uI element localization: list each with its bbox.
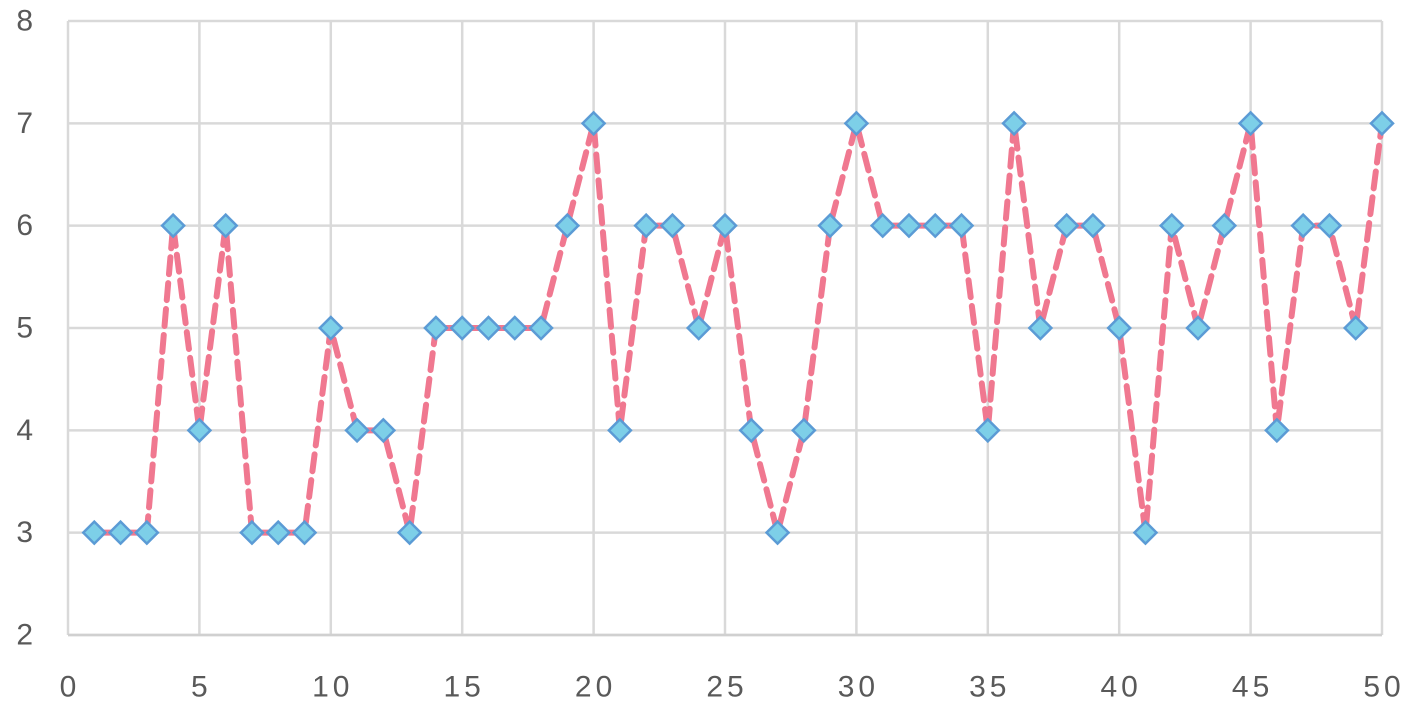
data-point — [81, 519, 108, 546]
data-point — [817, 212, 843, 239]
data-point — [607, 417, 633, 444]
data-point — [186, 417, 213, 444]
y-tick-label: 6 — [16, 209, 33, 242]
data-point — [975, 417, 1001, 444]
data-point — [712, 212, 738, 239]
data-point — [869, 212, 896, 239]
data-point — [239, 519, 265, 546]
data-point — [948, 212, 975, 239]
x-tick-label: 25 — [706, 671, 747, 704]
data-point — [107, 519, 134, 546]
data-point — [475, 315, 502, 341]
data-point — [1290, 212, 1316, 239]
data-point — [922, 212, 949, 239]
data-point — [764, 519, 791, 546]
data-point — [843, 110, 870, 137]
x-tick-label: 35 — [969, 671, 1010, 704]
x-tick-label: 5 — [191, 671, 212, 704]
data-point — [318, 315, 344, 341]
data-point — [449, 315, 475, 341]
data-point — [370, 417, 397, 444]
data-point — [1027, 315, 1054, 341]
data-point — [685, 315, 712, 341]
data-point — [580, 110, 607, 137]
y-tick-label: 4 — [16, 414, 33, 447]
data-point — [1316, 212, 1343, 239]
data-point — [160, 212, 186, 239]
x-tick-label: 0 — [60, 671, 81, 704]
data-point — [896, 212, 922, 239]
x-tick-label: 30 — [838, 671, 879, 704]
data-point — [134, 519, 160, 546]
y-tick-label: 7 — [16, 107, 33, 140]
data-point — [738, 417, 765, 444]
data-point — [1342, 315, 1369, 341]
data-point — [1053, 212, 1080, 239]
data-point — [1369, 110, 1395, 137]
data-point — [501, 315, 528, 341]
y-tick-label: 5 — [16, 312, 33, 345]
data-point — [396, 519, 423, 546]
data-point — [1106, 315, 1132, 341]
data-point — [528, 315, 554, 341]
x-tick-label: 45 — [1232, 671, 1273, 704]
data-point — [1158, 212, 1185, 239]
data-point — [1080, 212, 1106, 239]
data-point — [1001, 110, 1027, 137]
data-point — [659, 212, 686, 239]
y-tick-label: 8 — [16, 5, 33, 38]
data-point — [1185, 315, 1211, 341]
series-line — [91, 120, 1385, 536]
data-point — [554, 212, 581, 239]
data-point — [344, 417, 370, 444]
y-tick-label: 2 — [16, 619, 33, 652]
data-point — [212, 212, 239, 239]
data-point — [265, 519, 292, 546]
data-point — [1237, 110, 1264, 137]
data-point — [1264, 417, 1290, 444]
x-tick-label: 50 — [1363, 671, 1404, 704]
x-tick-label: 15 — [444, 671, 485, 704]
grid — [66, 19, 1384, 637]
data-point — [791, 417, 817, 444]
data-point — [633, 212, 659, 239]
x-tick-label: 20 — [575, 671, 616, 704]
x-tick-label: 10 — [312, 671, 353, 704]
data-point — [1211, 212, 1238, 239]
y-tick-label: 3 — [16, 516, 33, 549]
data-point — [1132, 519, 1159, 546]
series — [81, 110, 1395, 546]
data-point — [291, 519, 318, 546]
x-tick-label: 40 — [1101, 671, 1142, 704]
data-point — [423, 315, 449, 341]
